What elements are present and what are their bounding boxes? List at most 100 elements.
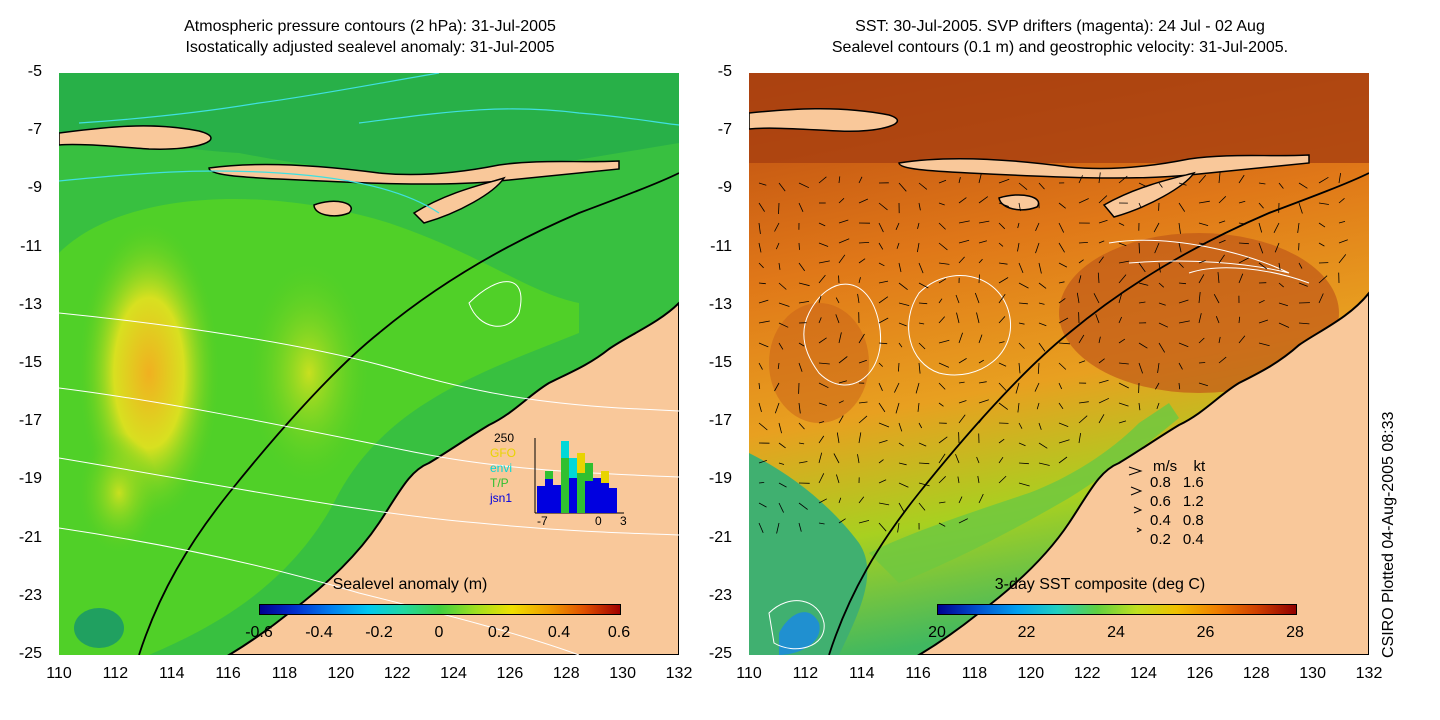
velocity-arrow <box>938 436 948 444</box>
velocity-arrow <box>938 202 945 206</box>
velocity-arrow <box>1098 256 1104 264</box>
velocity-arrow <box>1198 274 1205 284</box>
velocity-arrow <box>778 262 781 270</box>
velocity-arrow <box>938 453 946 464</box>
lon-tick-label: 128 <box>1242 665 1270 682</box>
velocity-arrow <box>858 496 865 504</box>
velocity-arrow <box>1078 175 1083 184</box>
velocity-arrow <box>958 220 970 224</box>
lon-tick-label: 124 <box>1130 665 1157 682</box>
velocity-arrow <box>917 222 920 229</box>
colorbar-tick-label: 22 <box>1017 624 1036 641</box>
velocity-arrow <box>898 462 907 466</box>
velocity-arrow <box>915 382 920 394</box>
velocity-arrow <box>1078 360 1086 364</box>
velocity-arrow <box>778 482 787 488</box>
velocity-arrow <box>977 475 980 484</box>
velocity-arrow <box>838 400 844 404</box>
velocity-arrow <box>878 502 890 506</box>
lon-tick-label: 124 <box>440 665 467 682</box>
lon-tick-label: 112 <box>102 665 129 682</box>
velocity-arrow <box>1118 338 1126 344</box>
velocity-arrow <box>998 475 1007 484</box>
velocity-arrow <box>1058 439 1070 444</box>
velocity-arrow <box>758 182 767 186</box>
velocity-arrow <box>1038 322 1047 327</box>
velocity-arrow <box>1098 336 1101 344</box>
velocity-arrow <box>1118 362 1129 365</box>
velocity-arrow <box>1298 322 1310 325</box>
velocity-legend-row: 0.6 1.2 <box>1150 493 1204 510</box>
velocity-arrow <box>1138 262 1146 273</box>
satellite-label: GFO <box>490 446 516 460</box>
velocity-arrow <box>878 317 889 324</box>
velocity-arrow <box>1218 254 1225 264</box>
right-title-line2: Sealevel contours (0.1 m) and geostrophi… <box>831 39 1289 56</box>
velocity-arrow <box>858 359 867 364</box>
velocity-arrow <box>1178 362 1183 370</box>
velocity-arrow <box>1218 196 1227 204</box>
velocity-arrow <box>998 222 1006 230</box>
velocity-arrow <box>898 482 909 488</box>
velocity-arrow <box>895 402 900 414</box>
velocity-arrow <box>818 176 827 184</box>
left-colorbar-title: Sealevel anomaly (m) <box>332 576 488 593</box>
lat-tick-label: -13 <box>18 295 42 313</box>
velocity-arrow <box>798 502 808 510</box>
velocity-arrow <box>838 518 846 524</box>
velocity-arrow <box>798 362 803 372</box>
velocity-arrow <box>1178 262 1184 268</box>
velocity-arrow <box>1318 222 1326 228</box>
velocity-arrow <box>1118 222 1125 226</box>
velocity-arrow <box>938 402 944 407</box>
timor-island-right <box>1102 171 1196 218</box>
velocity-arrow <box>798 202 804 212</box>
sst-cool-southwest <box>749 453 868 655</box>
velocity-arrow <box>1178 242 1182 253</box>
velocity-arrow <box>978 196 989 204</box>
java-island <box>59 125 212 150</box>
colorbar-tick-label: 0.2 <box>487 624 511 641</box>
velocity-arrow <box>778 342 784 350</box>
velocity-arrow <box>1178 320 1190 324</box>
velocity-arrow <box>898 322 907 327</box>
velocity-arrow <box>858 198 869 204</box>
velocity-arrow <box>818 222 826 227</box>
velocity-arrow <box>838 415 844 424</box>
velocity-arrow <box>1018 442 1026 447</box>
sealevel-map[interactable] <box>59 73 679 655</box>
velocity-arrow <box>1038 342 1046 352</box>
sst-map[interactable] <box>749 73 1369 655</box>
velocity-arrow <box>1058 242 1065 253</box>
velocity-arrow <box>998 293 1006 304</box>
velocity-arrow <box>918 182 928 190</box>
right-title-line1: SST: 30-Jul-2005. SVP drifters (magenta)… <box>855 18 1265 35</box>
velocity-arrow <box>818 317 822 324</box>
velocity-arrow <box>1035 222 1040 231</box>
velocity-arrow <box>858 401 868 404</box>
velocity-arrow <box>978 334 983 344</box>
velocity-arrow <box>1038 442 1048 449</box>
velocity-arrow <box>798 522 802 532</box>
velocity-arrow <box>1178 342 1189 348</box>
velocity-arrow <box>1058 262 1068 268</box>
sumba-island <box>313 200 352 217</box>
lat-tick-label: -19 <box>708 470 732 488</box>
velocity-arrow <box>878 479 887 484</box>
anomaly-low-south <box>74 608 124 648</box>
sst-contour-eddy-south <box>768 600 825 650</box>
sealevel-contour-4 <box>59 527 580 655</box>
velocity-arrow <box>858 258 866 264</box>
velocity-arrow <box>958 400 967 404</box>
velocity-arrow <box>938 476 946 484</box>
velocity-arrow <box>1018 422 1023 429</box>
velocity-arrow <box>1018 282 1029 289</box>
velocity-arrow <box>1198 292 1201 304</box>
velocity-arrow <box>1038 302 1045 305</box>
velocity-arrow <box>878 280 889 284</box>
shelf-contour <box>138 172 679 655</box>
velocity-arrow <box>838 219 849 224</box>
velocity-arrow <box>918 282 929 289</box>
velocity-arrow <box>1178 382 1181 390</box>
velocity-arrow <box>1118 260 1130 264</box>
